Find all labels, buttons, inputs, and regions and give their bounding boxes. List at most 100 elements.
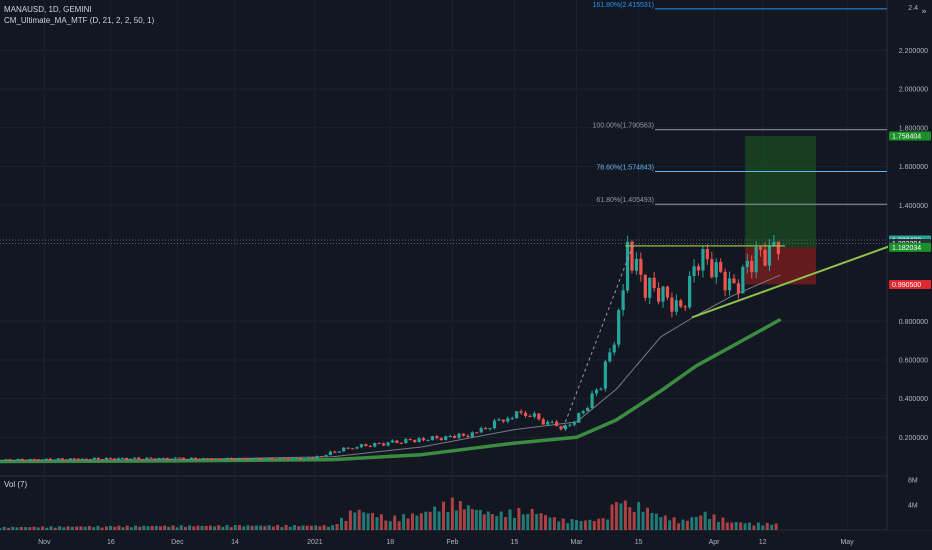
volume-bar <box>217 525 221 530</box>
candle-body <box>603 361 607 389</box>
candle-body <box>457 433 461 438</box>
volume-bars <box>0 497 778 530</box>
volume-bar <box>62 527 66 530</box>
volume-bar <box>75 526 79 530</box>
candle-body <box>590 393 594 408</box>
volume-bar <box>552 517 556 530</box>
volume-bar <box>318 526 322 530</box>
candle-body <box>639 258 643 275</box>
volume-bar <box>109 525 113 530</box>
volume-bar <box>175 527 179 530</box>
candle-body <box>421 438 426 441</box>
volume-bar <box>685 520 689 530</box>
time-label-12: May <box>840 539 854 546</box>
fib-label-1: 100.00%(1.790563) <box>593 123 655 130</box>
volume-bar <box>150 525 154 530</box>
candle-body <box>470 432 474 437</box>
candle-body <box>692 266 696 276</box>
candle-body <box>581 411 585 414</box>
candle-body <box>185 459 189 461</box>
candle-body <box>8 459 12 461</box>
volume-bar <box>672 517 676 530</box>
volume-bar <box>348 510 352 530</box>
candle-body <box>88 459 92 461</box>
volume-bar <box>129 527 133 530</box>
candle-body <box>368 446 372 448</box>
volume-bar <box>158 526 162 530</box>
candle-body <box>112 458 117 460</box>
candle-body <box>161 457 165 459</box>
candle-body <box>630 241 634 271</box>
time-label-6: Feb <box>446 539 458 546</box>
volume-bar <box>267 525 271 530</box>
symbol-title[interactable]: MANAUSD, 1D, GEMINI <box>4 5 92 14</box>
candle-body <box>643 274 647 298</box>
volume-bar <box>104 526 108 530</box>
volume-bar <box>96 525 100 530</box>
candle-body <box>233 459 238 461</box>
candle-body <box>4 459 8 461</box>
candle-body <box>84 458 88 460</box>
candle-body <box>430 436 435 441</box>
volume-bar <box>632 511 636 530</box>
volume-bar <box>561 518 565 530</box>
candle-body <box>776 241 780 255</box>
volume-bar <box>288 526 292 530</box>
volume-bar <box>7 527 11 530</box>
candle-body <box>169 458 173 460</box>
candle-body <box>444 436 448 441</box>
time-label-7: 15 <box>511 539 519 546</box>
candle-body <box>674 300 678 312</box>
volume-bar <box>393 515 397 530</box>
candle-body <box>104 457 109 460</box>
volume-bar <box>138 526 142 530</box>
volume-bar <box>15 527 19 530</box>
volume-bar <box>280 527 284 530</box>
price-badge-bg-0 <box>889 131 931 141</box>
volume-bar <box>570 519 574 530</box>
volume-bar <box>188 525 192 530</box>
chart-legend: MANAUSD, 1D, GEMINI CM_Ultimate_MA_MTF (… <box>4 4 154 26</box>
candle-body <box>221 459 225 461</box>
price-tick-0: 2.200000 <box>899 48 928 55</box>
indicator-label[interactable]: CM_Ultimate_MA_MTF (D, 21, 2, 2, 50, 1) <box>4 16 155 25</box>
volume-bar <box>28 527 32 530</box>
candle-body <box>173 457 177 459</box>
volume-bar <box>544 515 548 530</box>
volume-bar <box>548 517 552 530</box>
volume-bar <box>774 523 778 530</box>
candle-body <box>124 457 129 460</box>
volume-bar <box>402 514 406 530</box>
fib-label-0: 161.80%(2.415531) <box>593 2 655 9</box>
candle-body <box>72 458 76 460</box>
time-label-5: 18 <box>386 539 394 546</box>
volume-bar <box>677 523 681 530</box>
volume-bar <box>70 526 74 530</box>
price-tick-top: 2.4 <box>908 5 918 12</box>
candle-body <box>141 459 145 461</box>
candle-body <box>554 421 559 427</box>
candle-body <box>201 458 205 460</box>
candle-body <box>177 457 181 459</box>
volume-bar <box>446 512 450 530</box>
volume-bar <box>2 526 6 530</box>
volume-bar <box>739 522 743 530</box>
candle-body <box>266 458 270 460</box>
candle-body <box>359 444 364 448</box>
candle-body <box>0 460 4 462</box>
volume-bar <box>486 511 490 530</box>
volume-bar <box>557 521 561 530</box>
volume-bar <box>49 526 53 530</box>
volume-bar <box>437 511 441 530</box>
candle-body <box>311 457 315 460</box>
candle-body <box>417 438 421 442</box>
candle-body <box>572 422 576 425</box>
candle-body <box>149 457 153 459</box>
candle-body <box>24 459 28 461</box>
time-label-10: Apr <box>709 539 721 546</box>
volume-bar <box>79 526 83 530</box>
candle-body <box>328 451 333 456</box>
volume-label[interactable]: Vol (7) <box>4 480 28 489</box>
